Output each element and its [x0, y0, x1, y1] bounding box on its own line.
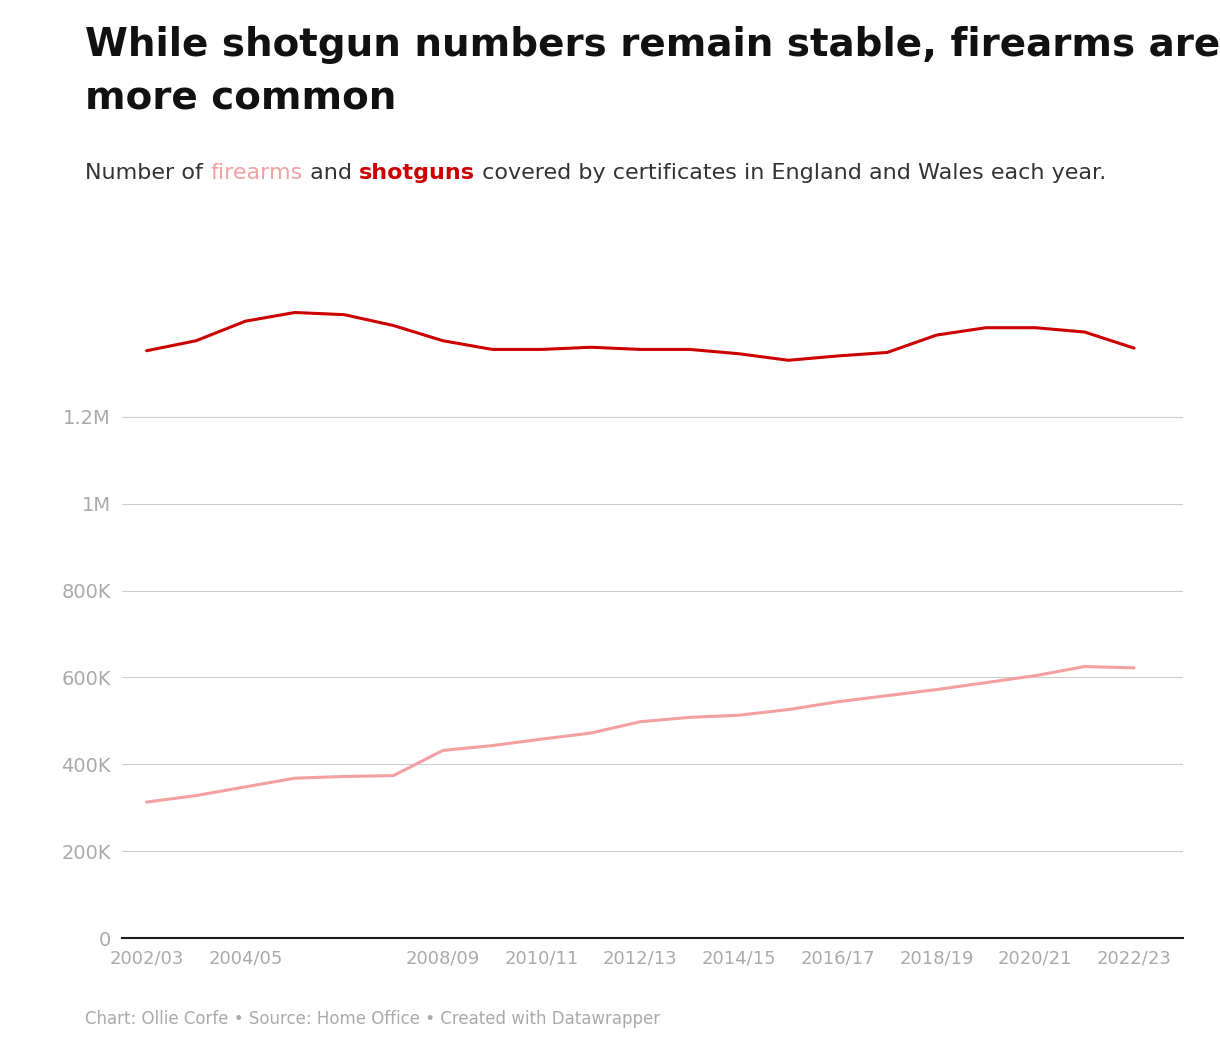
Text: and: and — [303, 163, 359, 183]
Text: firearms: firearms — [210, 163, 303, 183]
Text: more common: more common — [85, 79, 396, 117]
Text: shotguns: shotguns — [359, 163, 475, 183]
Text: Chart: Ollie Corfe • Source: Home Office • Created with Datawrapper: Chart: Ollie Corfe • Source: Home Office… — [85, 1010, 660, 1028]
Text: covered by certificates in England and Wales each year.: covered by certificates in England and W… — [475, 163, 1107, 183]
Text: Number of: Number of — [85, 163, 210, 183]
Text: While shotgun numbers remain stable, firearms are ever: While shotgun numbers remain stable, fir… — [85, 26, 1220, 64]
